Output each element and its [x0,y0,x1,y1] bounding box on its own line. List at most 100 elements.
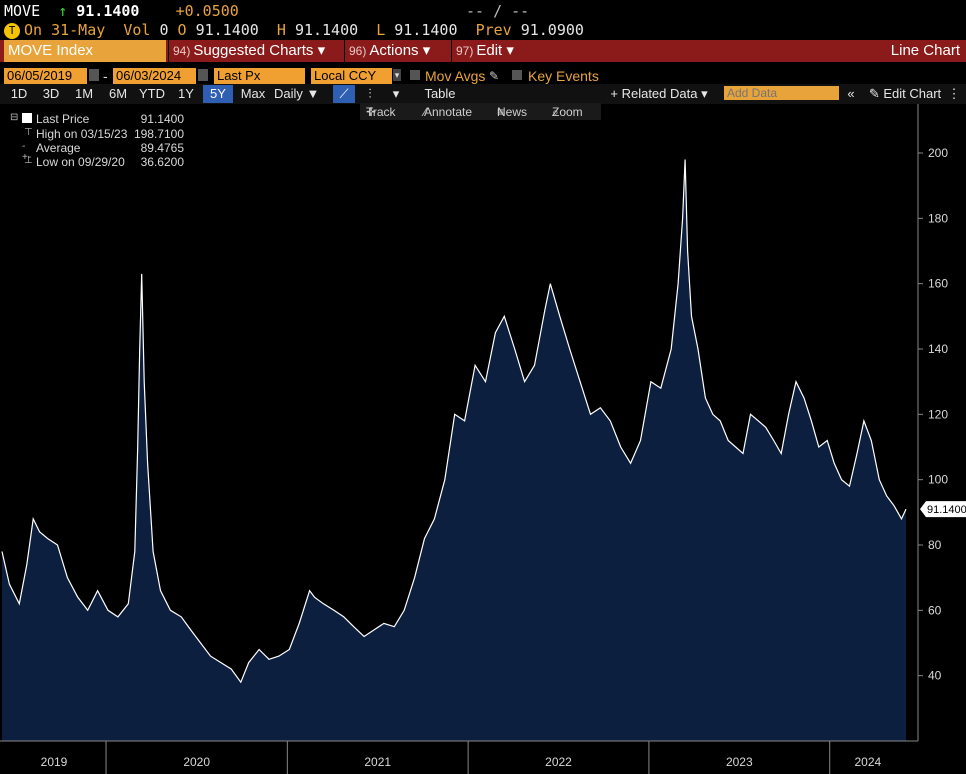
open-label: O [177,21,187,39]
period-3d[interactable]: 3D [42,86,60,101]
collapse-icon[interactable]: « [847,86,855,101]
y-tick-label: 40 [928,669,942,683]
crosshair-icon: ✛ [366,105,377,119]
y-tick-label: 120 [928,407,948,421]
high-marker-icon: ⊤ [24,127,33,138]
prev-label: Prev [475,21,512,39]
low-value: 91.1400 [394,21,458,39]
more-icon[interactable]: ⋮ [947,86,961,101]
legend-low-value: 36.6200 [140,155,184,169]
table-button[interactable]: Table [424,86,456,101]
y-tick-label: 160 [928,277,948,291]
period-1y[interactable]: 1Y [178,86,194,101]
actions-menu[interactable]: 96) Actions ▾ [344,40,449,62]
line-chart-icon[interactable]: ⟋ [333,85,355,103]
legend-toggle-icon[interactable]: ⊟ [10,112,19,123]
suggested-label: Suggested Charts [193,42,314,59]
period-max[interactable]: Max [240,86,266,101]
x-tick-label: 2022 [545,755,572,769]
chevron-down-icon: ▾ [422,42,431,59]
last-value-tag [920,501,966,518]
price-change: +0.0500 [175,2,239,20]
series-area [2,159,906,741]
bar-chart-icon[interactable]: ⫶ [368,86,372,101]
legend-low-label: Low on 09/29/20 [36,155,125,169]
mov-avgs-checkbox[interactable] [410,70,420,80]
security-field[interactable]: MOVE Index [4,40,166,62]
frequency-select[interactable]: Daily ▼ [274,85,326,103]
prev-value: 91.0900 [520,21,584,39]
calendar-icon[interactable] [89,69,99,81]
news-icon: ≡ [497,105,505,119]
pencil-icon[interactable]: ✎ [489,69,500,83]
y-tick-label: 180 [928,211,948,225]
field-select[interactable]: Last Px [214,68,305,84]
chart-toolbar: MOVE Index 94) Suggested Charts ▾ 96) Acti… [0,40,966,62]
edit-menu[interactable]: 97) Edit ▾ [451,40,524,62]
last-value-label: 91.1400 [927,504,966,516]
settings-row: 06/05/2019 - 06/03/2024 Last Px Local CC… [0,66,966,86]
key-events-label: Key Events [528,68,599,84]
legend-high-label: High on 03/15/23 [36,127,128,141]
high-label: H [276,21,286,39]
legend-last-value: 91.1400 [140,112,184,126]
quote-header: MOVE ↑ 91.1400 +0.0500 -- / -- T On 31-Ma… [0,0,966,40]
mov-avgs-label: Mov Avgs [425,68,486,84]
annotate-icon: ∕ [424,105,427,119]
calendar-icon[interactable] [198,69,208,81]
chevron-down-icon: ▼ [306,86,320,101]
edit-num: 97) [456,44,474,58]
frequency-label: Daily [274,86,303,101]
last-price: 91.1400 [76,2,140,20]
zoom-label: Zoom [552,105,583,119]
vol-label: Vol [123,21,151,39]
period-row: 1D 3D 1M 6M YTD 1Y 5Y Max Daily ▼ ⟋ ⫶ ▾ … [0,84,966,104]
clock-icon[interactable]: T [4,22,20,39]
x-tick-label: 2024 [855,755,882,769]
currency-select[interactable]: Local CCY [311,68,392,84]
period-5y[interactable]: 5Y [203,85,233,103]
magnifier-icon: ⌕ [552,105,559,119]
suggested-charts-menu[interactable]: 94) Suggested Charts ▾ [168,40,341,62]
low-label: L [376,21,386,39]
pencil-icon: ✎ [868,86,880,101]
period-ytd[interactable]: YTD [139,86,165,101]
x-tick-label: 2019 [41,755,68,769]
chevron-down-icon: ▾ [506,42,514,59]
suggested-num: 94) [173,44,191,58]
y-tick-label: 200 [928,146,948,160]
series-line [1,159,907,684]
legend-average-label: Average [36,141,81,155]
y-tick-label: 80 [928,538,942,552]
x-tick-label: 2023 [726,755,753,769]
open-value: 91.1400 [195,21,259,39]
period-1d[interactable]: 1D [10,86,28,101]
chevron-down-icon[interactable]: ▾ [393,69,401,81]
actions-num: 96) [349,44,367,58]
vol-value: 0 [159,21,169,39]
y-tick-label: 100 [928,473,948,487]
add-data-input[interactable] [724,86,839,100]
related-data-button[interactable]: + Related Data ▾ [603,85,715,103]
chevron-down-icon[interactable]: ▾ [392,86,400,101]
actions-label: Actions [369,42,419,59]
chevron-down-icon: ▾ [701,86,708,101]
y-tick-label: 60 [928,603,942,617]
on-label: On [24,21,43,39]
x-tick-label: 2021 [364,755,391,769]
news-label: News [497,105,528,119]
key-events-checkbox[interactable] [512,70,522,80]
low-marker-icon: ⊥ [24,155,33,166]
legend-high-value: 198.7100 [133,127,184,141]
legend-average-value: 89.4765 [140,141,184,155]
ticker: MOVE [4,2,41,20]
average-marker-icon: -+- [22,141,32,163]
start-date-input[interactable]: 06/05/2019 [4,68,87,84]
end-date-input[interactable]: 06/03/2024 [113,68,196,84]
period-1m[interactable]: 1M [74,86,94,101]
related-data-label: + Related Data [610,86,698,101]
period-6m[interactable]: 6M [108,86,128,101]
edit-chart-button[interactable]: ✎ Edit Chart [866,85,944,103]
date-separator: - [103,68,108,84]
